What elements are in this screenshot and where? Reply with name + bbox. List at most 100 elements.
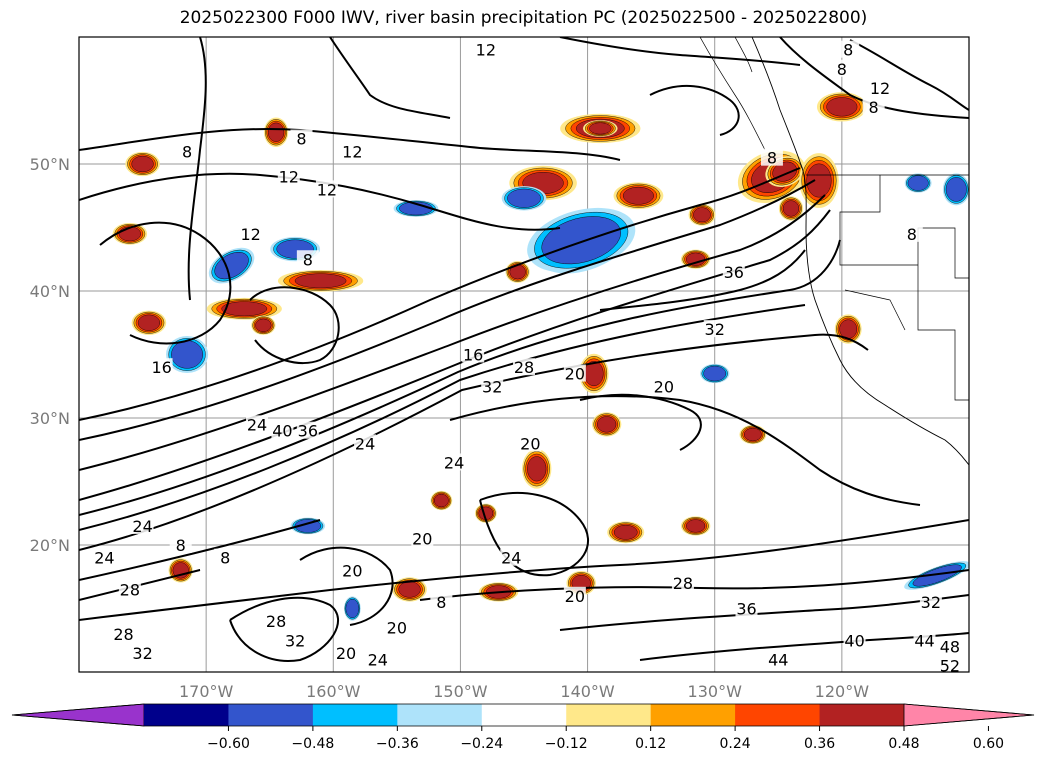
colorbar-extend-low xyxy=(11,703,145,727)
colorbar-cell xyxy=(566,704,652,726)
iwv-contour-line xyxy=(779,37,969,119)
contour-label: 16 xyxy=(463,346,483,365)
colorbar-tick-label: 0.60 xyxy=(973,736,1004,752)
contour-label-bg xyxy=(671,574,694,592)
iwv-contour-line xyxy=(79,333,869,551)
contour-label-bg xyxy=(843,631,866,649)
lon-label: 140°W xyxy=(560,682,615,701)
contour-label-bg xyxy=(919,593,942,611)
iwv-contour-line xyxy=(249,286,340,365)
iwv-contour-line xyxy=(299,546,394,626)
colorbar-cell xyxy=(819,704,905,726)
contour-label: 12 xyxy=(240,225,260,244)
contour-label-bg xyxy=(500,548,523,566)
longitude-labels: 170°W 160°W 150°W 140°W 130°W 120°W xyxy=(179,682,869,701)
contour-label: 8 xyxy=(436,593,446,612)
contour-label-bg xyxy=(354,434,377,452)
positive-pc-patch xyxy=(693,207,711,223)
contour-label-bg xyxy=(652,377,675,395)
positive-pc-patch xyxy=(294,273,347,289)
latitude-labels: 50°N 40°N 30°N 20°N xyxy=(30,155,70,555)
colorbar-cell xyxy=(735,704,821,726)
negative-pc-patch xyxy=(703,365,727,382)
contour-label: 52 xyxy=(940,657,960,676)
contour-label-bg xyxy=(239,224,262,242)
contour-label: 16 xyxy=(151,358,171,377)
map-frame xyxy=(78,36,970,673)
positive-pc-patch xyxy=(589,122,612,135)
contour-label-bg xyxy=(131,516,154,534)
contour-label: 24 xyxy=(501,549,521,568)
contour-label: 24 xyxy=(247,415,267,434)
contour-label: 28 xyxy=(514,358,534,377)
contour-label-bg xyxy=(150,358,173,376)
positive-pc-patch xyxy=(826,97,858,117)
contour-label-bg xyxy=(385,618,408,636)
contour-label: 24 xyxy=(355,434,375,453)
contour-label-bg xyxy=(246,415,268,433)
contour-label-bg xyxy=(290,129,313,147)
contour-label-bg xyxy=(296,421,319,439)
contour-label-bg xyxy=(900,224,923,242)
contour-label-bg xyxy=(277,167,300,185)
colorbar-outline xyxy=(11,703,1035,727)
colorbar-cell xyxy=(397,704,483,726)
contour-label-bg xyxy=(519,434,542,452)
iwv-contour-line xyxy=(229,596,340,662)
colorbar-tick-label: −0.60 xyxy=(207,736,250,752)
contour-label-bg xyxy=(411,529,434,547)
lat-label: 40°N xyxy=(30,282,70,301)
contour-label-bg xyxy=(837,40,860,58)
coastline xyxy=(699,37,969,466)
contour-label-bg xyxy=(265,612,288,630)
contour-label: 28 xyxy=(120,580,140,599)
colorbar-tick-label: −0.12 xyxy=(545,736,588,752)
negative-pc-patch xyxy=(912,564,962,587)
contour-label: 48 xyxy=(940,638,960,657)
contour-label: 32 xyxy=(482,377,502,396)
contour-label: 12 xyxy=(279,168,299,187)
contour-label-bg xyxy=(131,643,154,661)
lon-label: 170°W xyxy=(179,682,234,701)
lon-label: 120°W xyxy=(815,682,870,701)
lon-label: 150°W xyxy=(433,682,488,701)
contour-label-bg xyxy=(722,262,745,280)
contour-label-bg xyxy=(112,624,135,642)
contour-label: 8 xyxy=(843,41,853,60)
contour-label: 8 xyxy=(296,130,306,149)
contour-label-bg xyxy=(430,593,453,611)
contour-label-bg xyxy=(767,650,790,668)
contour-label: 8 xyxy=(176,536,186,555)
colorbar-extend-high xyxy=(903,703,1035,727)
contour-label-bg xyxy=(284,631,307,649)
contour-label: 32 xyxy=(705,320,725,339)
contour-label: 24 xyxy=(368,650,388,669)
contour-label: 32 xyxy=(285,631,305,650)
colorbar-tick-label: 0.24 xyxy=(720,736,751,752)
contour-label: 40 xyxy=(272,422,292,441)
iwv-contour-line xyxy=(79,519,969,621)
contour-label: 12 xyxy=(317,180,337,199)
contour-label-bg xyxy=(93,548,116,566)
contour-label-bg xyxy=(481,377,504,395)
contour-label: 8 xyxy=(907,225,917,244)
contour-label-bg xyxy=(366,650,389,668)
negative-pc-patch xyxy=(945,177,967,202)
positive-pc-patch xyxy=(782,200,800,217)
contour-label: 24 xyxy=(94,549,114,568)
colorbar-cell xyxy=(481,704,567,726)
contour-label: 32 xyxy=(132,644,152,663)
iwv-contour-line xyxy=(639,632,969,661)
positive-pc-patch xyxy=(622,186,654,205)
lon-label: 130°W xyxy=(688,682,743,701)
colorbar-cell xyxy=(144,704,229,726)
iwv-contour-line xyxy=(599,249,806,311)
colorbar-cell xyxy=(312,704,398,726)
iwv-contour-line xyxy=(649,84,740,136)
contour-label: 8 xyxy=(869,98,879,117)
lon-label: 160°W xyxy=(306,682,361,701)
contour-label-bg xyxy=(563,364,586,382)
iwv-contour-line xyxy=(79,194,826,471)
